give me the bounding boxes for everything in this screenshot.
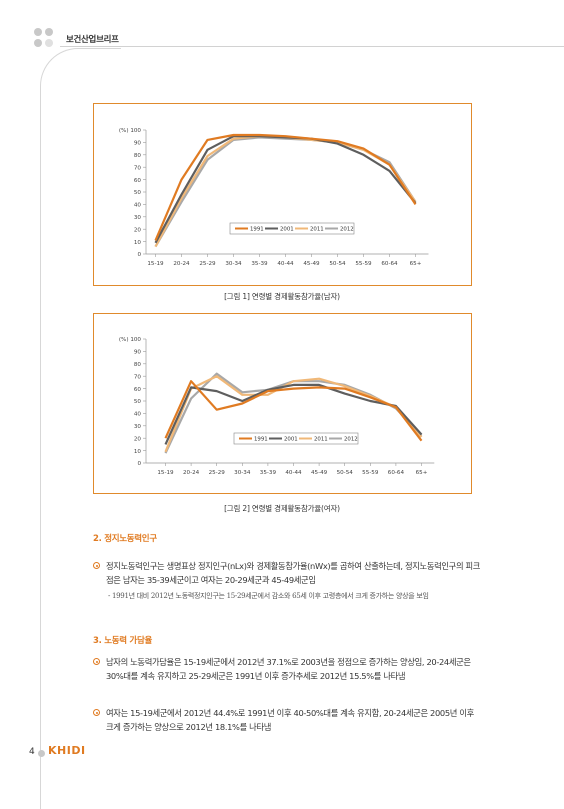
y-tick-label: 10: [134, 240, 142, 246]
x-tick-label: 65+: [416, 470, 428, 476]
section3-title: 3. 노동력 가담율: [93, 636, 152, 646]
series-line-1991: [154, 133, 417, 241]
legend-label-2001: 2001: [284, 437, 298, 443]
bullet-icon: [93, 658, 100, 665]
x-tick-label: 15-19: [147, 261, 164, 267]
x-tick-label: 35-39: [251, 261, 268, 267]
y-tick-label: 80: [134, 362, 142, 368]
section2-bullet-1-text: 정지노동력인구는 생명표상 정지인구(nLx)와 경제활동참가율(nWx)를 곱…: [106, 561, 481, 585]
x-tick-label: 60-64: [381, 261, 398, 267]
series-line-2001: [154, 135, 417, 244]
legend-box: [229, 222, 355, 235]
chart-female-participation: 0 10 20 30 40 50 60 70 80 90 (%) 100 15-19 20-24 25-2…: [93, 313, 472, 494]
x-tick-label: 35-39: [260, 470, 277, 476]
header-title: 보건산업브리프: [66, 35, 119, 45]
legend-label-1991: 1991: [250, 227, 264, 233]
x-tick-label: 45-49: [311, 470, 328, 476]
legend-label-2011: 2011: [310, 227, 324, 233]
x-tick-label: 25-29: [209, 470, 226, 476]
x-tick-label: 55-59: [355, 261, 372, 267]
khidi-logo: KHIDI: [48, 744, 86, 757]
y-tick-label: 30: [134, 215, 142, 221]
legend-label-2011: 2011: [314, 437, 328, 443]
legend-label-2012: 2012: [344, 437, 358, 443]
header-dots-icon: [34, 28, 58, 50]
y-tick-label: 30: [134, 424, 142, 430]
legend-label-2001: 2001: [280, 227, 294, 233]
x-tick-label: 65+: [410, 261, 422, 267]
y-tick-label: 50: [134, 190, 142, 196]
y-tick-label: 10: [134, 449, 142, 455]
bullet-icon: [93, 709, 100, 716]
legend-label-1991: 1991: [254, 437, 268, 443]
header-divider: [60, 46, 564, 47]
section3-bullet-1: 남자의 노동력가담율은 15-19세군에서 2012년 37.1%로 2003년…: [93, 655, 483, 683]
legend-box: [233, 432, 359, 445]
chart-male-svg: 0 10 20 30 40 50 60 70 80 90 (%) 100 15-19 20-24 25-2…: [119, 128, 429, 267]
bullet-icon: [93, 562, 100, 569]
x-tick-label: 45-49: [303, 261, 320, 267]
y-tick-label: (%) 100: [119, 337, 142, 343]
x-tick-label: 15-19: [157, 470, 174, 476]
section3-bullet-2: 여자는 15-19세군에서 2012년 44.4%로 1991년 이후 40-5…: [93, 706, 483, 734]
section2-sub-1: - 1991년 대비 2012년 노동력정지인구는 15-29세군에서 감소와 …: [108, 592, 429, 600]
legend-label-2012: 2012: [340, 227, 354, 233]
y-tick-label: 80: [134, 153, 142, 159]
page-number: 4: [29, 747, 35, 757]
y-tick-label: 0: [137, 252, 141, 258]
x-tick-label: 25-29: [199, 261, 216, 267]
series-line-1991: [164, 380, 423, 442]
x-tick-label: 50-54: [329, 261, 346, 267]
y-tick-label: 70: [134, 165, 142, 171]
x-tick-label: 20-24: [183, 470, 200, 476]
y-tick-label: 40: [134, 412, 142, 418]
x-tick-label: 50-54: [337, 470, 354, 476]
y-tick-label: 0: [137, 461, 141, 467]
chart-legend: 1991 2001 2011 2012: [229, 222, 355, 235]
y-tick-label: 90: [134, 350, 142, 356]
chart-female-svg: 0 10 20 30 40 50 60 70 80 90 (%) 100 15-19 20-24 25-2…: [119, 337, 435, 476]
y-tick-label: 60: [134, 387, 142, 393]
chart-male-participation: 0 10 20 30 40 50 60 70 80 90 (%) 100 15-19 20-24 25-2…: [93, 103, 472, 286]
x-tick-label: 40-44: [277, 261, 294, 267]
x-tick-label: 55-59: [362, 470, 379, 476]
y-tick-label: 60: [134, 178, 142, 184]
page-frame-curve: [40, 48, 121, 809]
y-tick-label: 90: [134, 141, 142, 147]
y-tick-label: (%) 100: [119, 128, 142, 134]
x-tick-label: 60-64: [388, 470, 405, 476]
y-tick-label: 50: [134, 399, 142, 405]
series-line-2001: [164, 383, 423, 445]
y-tick-label: 20: [134, 227, 142, 233]
x-tick-label: 30-34: [225, 261, 242, 267]
x-tick-label: 20-24: [173, 261, 190, 267]
chart1-caption: [그림 1] 연령별 경제활동참가율(남자): [224, 292, 340, 301]
chart-legend: 1991 2001 2011 2012: [233, 432, 359, 445]
y-tick-label: 20: [134, 436, 142, 442]
y-tick-label: 40: [134, 203, 142, 209]
x-tick-label: 40-44: [285, 470, 302, 476]
section2-title: 2. 정지노동력인구: [93, 534, 157, 544]
y-tick-label: 70: [134, 374, 142, 380]
section2-bullet-1: 정지노동력인구는 생명표상 정지인구(nLx)와 경제활동참가율(nWx)를 곱…: [93, 559, 483, 587]
section3-bullet-2-text: 여자는 15-19세군에서 2012년 44.4%로 1991년 이후 40-5…: [106, 708, 474, 732]
chart2-caption: [그림 2] 연령별 경제활동참가율(여자): [224, 504, 340, 513]
x-tick-label: 30-34: [234, 470, 251, 476]
section3-bullet-1-text: 남자의 노동력가담율은 15-19세군에서 2012년 37.1%로 2003년…: [106, 657, 471, 681]
page-dot-icon: [38, 750, 45, 757]
